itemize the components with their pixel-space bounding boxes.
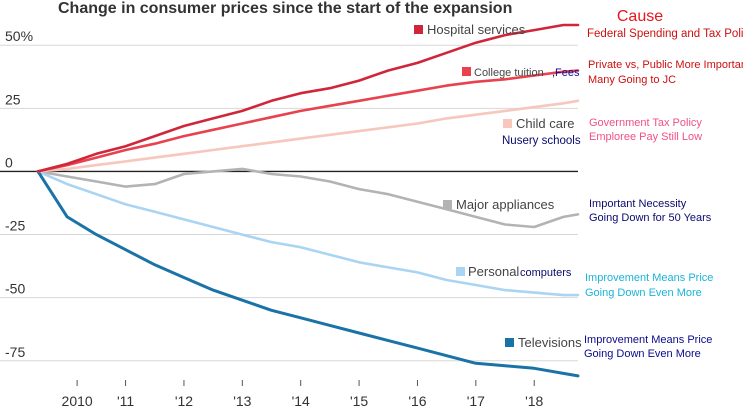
x-tick-label: '15	[350, 393, 368, 409]
y-tick-label: 50%	[5, 28, 33, 44]
annotation-personal-1: Improvement Means Price	[585, 272, 713, 284]
series-label-personal: Personal	[468, 264, 519, 279]
x-tick-label: '17	[467, 393, 485, 409]
y-tick-label: 0	[5, 154, 13, 170]
series-label-college-extra: ,Fees	[552, 67, 580, 79]
x-tick-label: '13	[233, 393, 251, 409]
series-label-appliances: Major appliances	[456, 197, 555, 212]
series-label-college: College tuition	[474, 67, 544, 79]
y-tick-label: -75	[5, 344, 25, 360]
annotation-tv-2: Going Down Even More	[584, 348, 701, 360]
legend-swatch-college	[462, 67, 471, 76]
annotation-appliances-2: Going Down for 50 Years	[589, 212, 712, 224]
annotation-college-2: Many Going to JC	[588, 74, 676, 86]
legend-swatch-personal	[456, 267, 465, 276]
y-axis-ticks: 50% 25 0 -25 -50 -75	[5, 28, 33, 360]
x-tick-label: '12	[175, 393, 193, 409]
legend-swatch-appliances	[443, 200, 452, 209]
series-line-personal	[36, 170, 580, 297]
series-line-hospital-services	[36, 23, 580, 173]
x-tick-label: '16	[408, 393, 426, 409]
legend-swatch-childcare	[503, 119, 512, 128]
series-label-hospital: Hospital services	[427, 22, 526, 37]
x-tick-label: '18	[525, 393, 543, 409]
series-line-televisions	[36, 169, 580, 378]
annotation-childcare-1: Government Tax Policy	[589, 117, 702, 129]
series-label-personal-extra: computers	[520, 267, 572, 279]
x-tick-label: '11	[117, 393, 134, 409]
series-label-tv: Televisions	[518, 335, 582, 350]
series-lines	[36, 23, 580, 378]
annotation-appliances-1: Important Necessity	[589, 198, 687, 210]
chart-title: Change in consumer prices since the star…	[58, 0, 512, 17]
series-line-child-care	[36, 99, 580, 173]
annotation-cause-title: Cause	[617, 8, 663, 25]
y-tick-label: -50	[5, 281, 25, 297]
x-tick-label: '14	[292, 393, 310, 409]
annotation-college-1: Private vs, Public More Important	[588, 59, 743, 71]
series-label-childcare: Child care	[516, 116, 575, 131]
annotation-hospital: Federal Spending and Tax Policy	[587, 28, 743, 40]
annotation-childcare-2: Emploree Pay Still Low	[589, 131, 702, 143]
series-line-major-appliances	[36, 167, 580, 229]
x-axis-ticks: 2010 '11 '12 '13 '14 '15 '16 '17 '18	[62, 380, 544, 409]
series-line-college-tuition	[36, 69, 580, 173]
annotation-personal-2: Going Down Even More	[585, 287, 702, 299]
annotation-tv-1: Improvement Means Price	[584, 334, 712, 346]
y-tick-label: -25	[5, 218, 25, 234]
y-tick-label: 25	[5, 91, 21, 107]
legend-swatch-hospital	[414, 25, 423, 34]
legend-swatch-tv	[505, 338, 514, 347]
x-tick-label: 2010	[62, 393, 93, 409]
series-label-childcare-extra: Nusery schools	[502, 135, 581, 147]
